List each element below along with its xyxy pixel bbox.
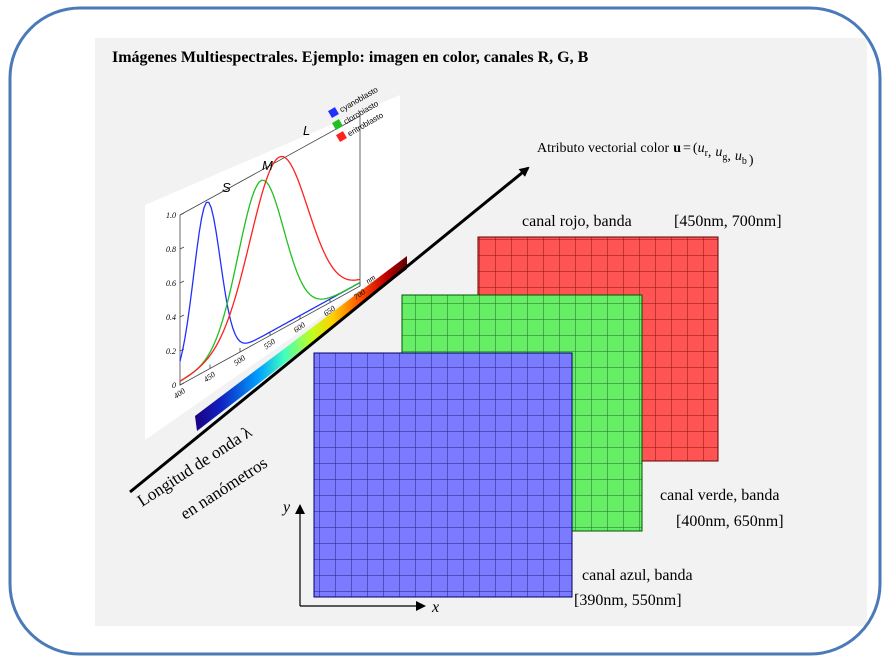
inset-y-tick: 0.8 (166, 245, 176, 254)
inset-y-tick: 0.4 (166, 313, 176, 322)
inset-tick (179, 314, 185, 318)
component-base: u (698, 141, 705, 156)
peak-label: S (222, 180, 231, 195)
axis-label: y (281, 499, 291, 516)
inset-y-tick: 0 (172, 381, 176, 390)
component-base: u (715, 145, 722, 160)
vector-label: Atributo vectorial color u = (ur, ug, ub) (537, 141, 754, 168)
axis-label: x (431, 599, 439, 616)
inset-y-tick: 1.0 (166, 211, 176, 220)
component-sub: b (742, 156, 747, 167)
legend-swatch (336, 131, 347, 142)
channel-name: canal azul, banda (582, 567, 693, 584)
inset-tick (179, 246, 185, 250)
inset-y-tick: 0.6 (166, 279, 176, 288)
sensitivity-curve (179, 179, 361, 382)
vector-prefix: Atributo vectorial color (537, 141, 670, 156)
sensitivity-curve (179, 155, 361, 382)
vector-symbol: u (673, 141, 681, 156)
channel-band: [450nm, 700nm] (674, 213, 782, 230)
vector-separator: , (727, 149, 731, 164)
legend-swatch (328, 107, 339, 118)
channel-name: canal verde, banda (660, 487, 779, 504)
wavelength-axis (129, 166, 530, 494)
blue-channel (313, 352, 573, 598)
component-base: u (735, 149, 742, 164)
vector-close: ) (749, 153, 754, 168)
sensitivity-curve (179, 201, 361, 362)
channel-band: [400nm, 650nm] (676, 513, 784, 530)
frame (8, 6, 882, 656)
color-bar (195, 256, 407, 431)
peak-label: M (262, 158, 273, 173)
inset-tick (179, 280, 185, 284)
component-sub: g (722, 152, 727, 163)
channel-band: [390nm, 550nm] (574, 592, 682, 609)
title: Imágenes Multiespectrales. Ejemplo: imag… (112, 49, 589, 66)
inset-tick (179, 212, 185, 216)
channel-name: canal rojo, banda (522, 213, 632, 230)
vector-equals: = (683, 141, 691, 156)
vector-separator: , (708, 145, 712, 160)
component-sub: r (705, 148, 709, 159)
legend-swatch (332, 119, 343, 130)
inset-y-tick: 0.2 (166, 347, 176, 356)
vector-open: ( (693, 141, 698, 156)
peak-label: L (303, 123, 310, 138)
inset-tick (179, 382, 185, 386)
